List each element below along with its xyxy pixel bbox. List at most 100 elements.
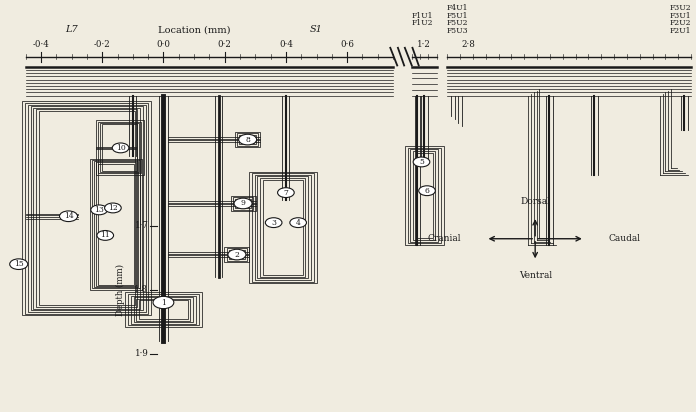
Text: 0·0: 0·0 [157,40,171,49]
Text: 0·6: 0·6 [340,40,354,49]
Text: 9: 9 [241,199,246,208]
Bar [90,159,142,290]
Circle shape [228,249,246,260]
Bar [136,299,191,321]
Text: F1U2: F1U2 [411,19,433,27]
Text: F5U1: F5U1 [446,12,468,20]
Circle shape [112,143,129,153]
Text: Depth (mm): Depth (mm) [116,264,125,316]
Text: F3U1: F3U1 [670,12,691,20]
Text: 14: 14 [63,212,73,220]
Bar [134,297,193,322]
Circle shape [10,259,28,269]
Bar [125,292,202,327]
Text: 1·7: 1·7 [134,221,148,230]
Circle shape [153,296,174,309]
Bar [230,251,243,258]
Text: -0·2: -0·2 [94,40,111,49]
Text: 10: 10 [116,144,125,152]
Circle shape [59,211,77,222]
Bar [235,132,260,147]
Text: Caudal: Caudal [609,234,641,243]
Text: 8: 8 [245,136,250,144]
Text: -0·4: -0·4 [33,40,49,49]
Bar [258,176,308,279]
Bar [237,200,249,207]
Bar [22,101,151,315]
Bar [405,146,443,245]
Text: 1·2: 1·2 [418,40,432,49]
Text: 11: 11 [100,232,110,239]
Circle shape [290,218,306,227]
Bar [94,161,138,287]
Bar [232,197,253,210]
Bar [33,108,140,309]
Circle shape [419,186,435,196]
Text: 12: 12 [108,204,118,212]
Circle shape [278,188,294,197]
Text: L7: L7 [65,25,78,34]
Bar [131,295,196,324]
Bar [28,105,145,312]
Bar [226,248,247,261]
Bar [252,173,314,282]
Bar [102,124,137,171]
Text: 6: 6 [425,187,429,195]
Text: 2: 2 [235,250,239,259]
Bar [96,162,136,286]
Bar [224,247,249,262]
Text: 1·9: 1·9 [134,349,148,358]
Text: 4: 4 [296,219,301,227]
Bar [100,123,139,172]
Text: 5: 5 [419,158,424,166]
Text: Cranial: Cranial [428,234,461,243]
Text: 1·8: 1·8 [134,285,148,294]
Text: F5U2: F5U2 [446,19,468,27]
Text: 0·2: 0·2 [218,40,232,49]
Bar [411,149,438,242]
Bar [31,106,143,310]
Text: F4U1: F4U1 [446,5,468,12]
Text: 15: 15 [14,260,24,268]
Text: 3: 3 [271,219,276,227]
Bar [230,196,255,211]
Bar [255,175,311,280]
Circle shape [90,205,107,215]
Bar [239,135,256,145]
Bar [96,120,143,175]
Bar [408,147,441,243]
Text: F3U2: F3U2 [670,5,691,12]
Circle shape [413,157,430,167]
Bar [249,171,317,283]
Bar [39,111,134,305]
Bar [235,199,251,208]
Bar [228,250,245,260]
Bar [416,152,433,239]
Text: Location (mm): Location (mm) [158,25,230,34]
Circle shape [265,218,282,227]
Bar [92,160,140,288]
Text: 1: 1 [161,299,166,307]
Bar [242,136,254,143]
Bar [25,103,148,314]
Text: Dorsal: Dorsal [520,197,550,206]
Text: F2U1: F2U1 [670,26,691,35]
Bar [260,178,306,277]
Text: F2U2: F2U2 [670,19,691,27]
Text: Ventral: Ventral [519,272,552,281]
Text: S1: S1 [310,25,323,34]
Circle shape [104,203,121,213]
Bar [98,122,141,173]
Bar [36,110,137,307]
Bar [413,151,435,240]
Bar [139,300,188,319]
Text: 7: 7 [283,189,288,197]
Bar [237,133,258,146]
Text: F1U1: F1U1 [411,12,433,20]
Text: F5U3: F5U3 [446,26,468,35]
Circle shape [239,134,257,145]
Circle shape [234,198,252,209]
Bar [263,180,303,275]
Text: 13: 13 [94,206,104,214]
Text: 2·8: 2·8 [461,40,475,49]
